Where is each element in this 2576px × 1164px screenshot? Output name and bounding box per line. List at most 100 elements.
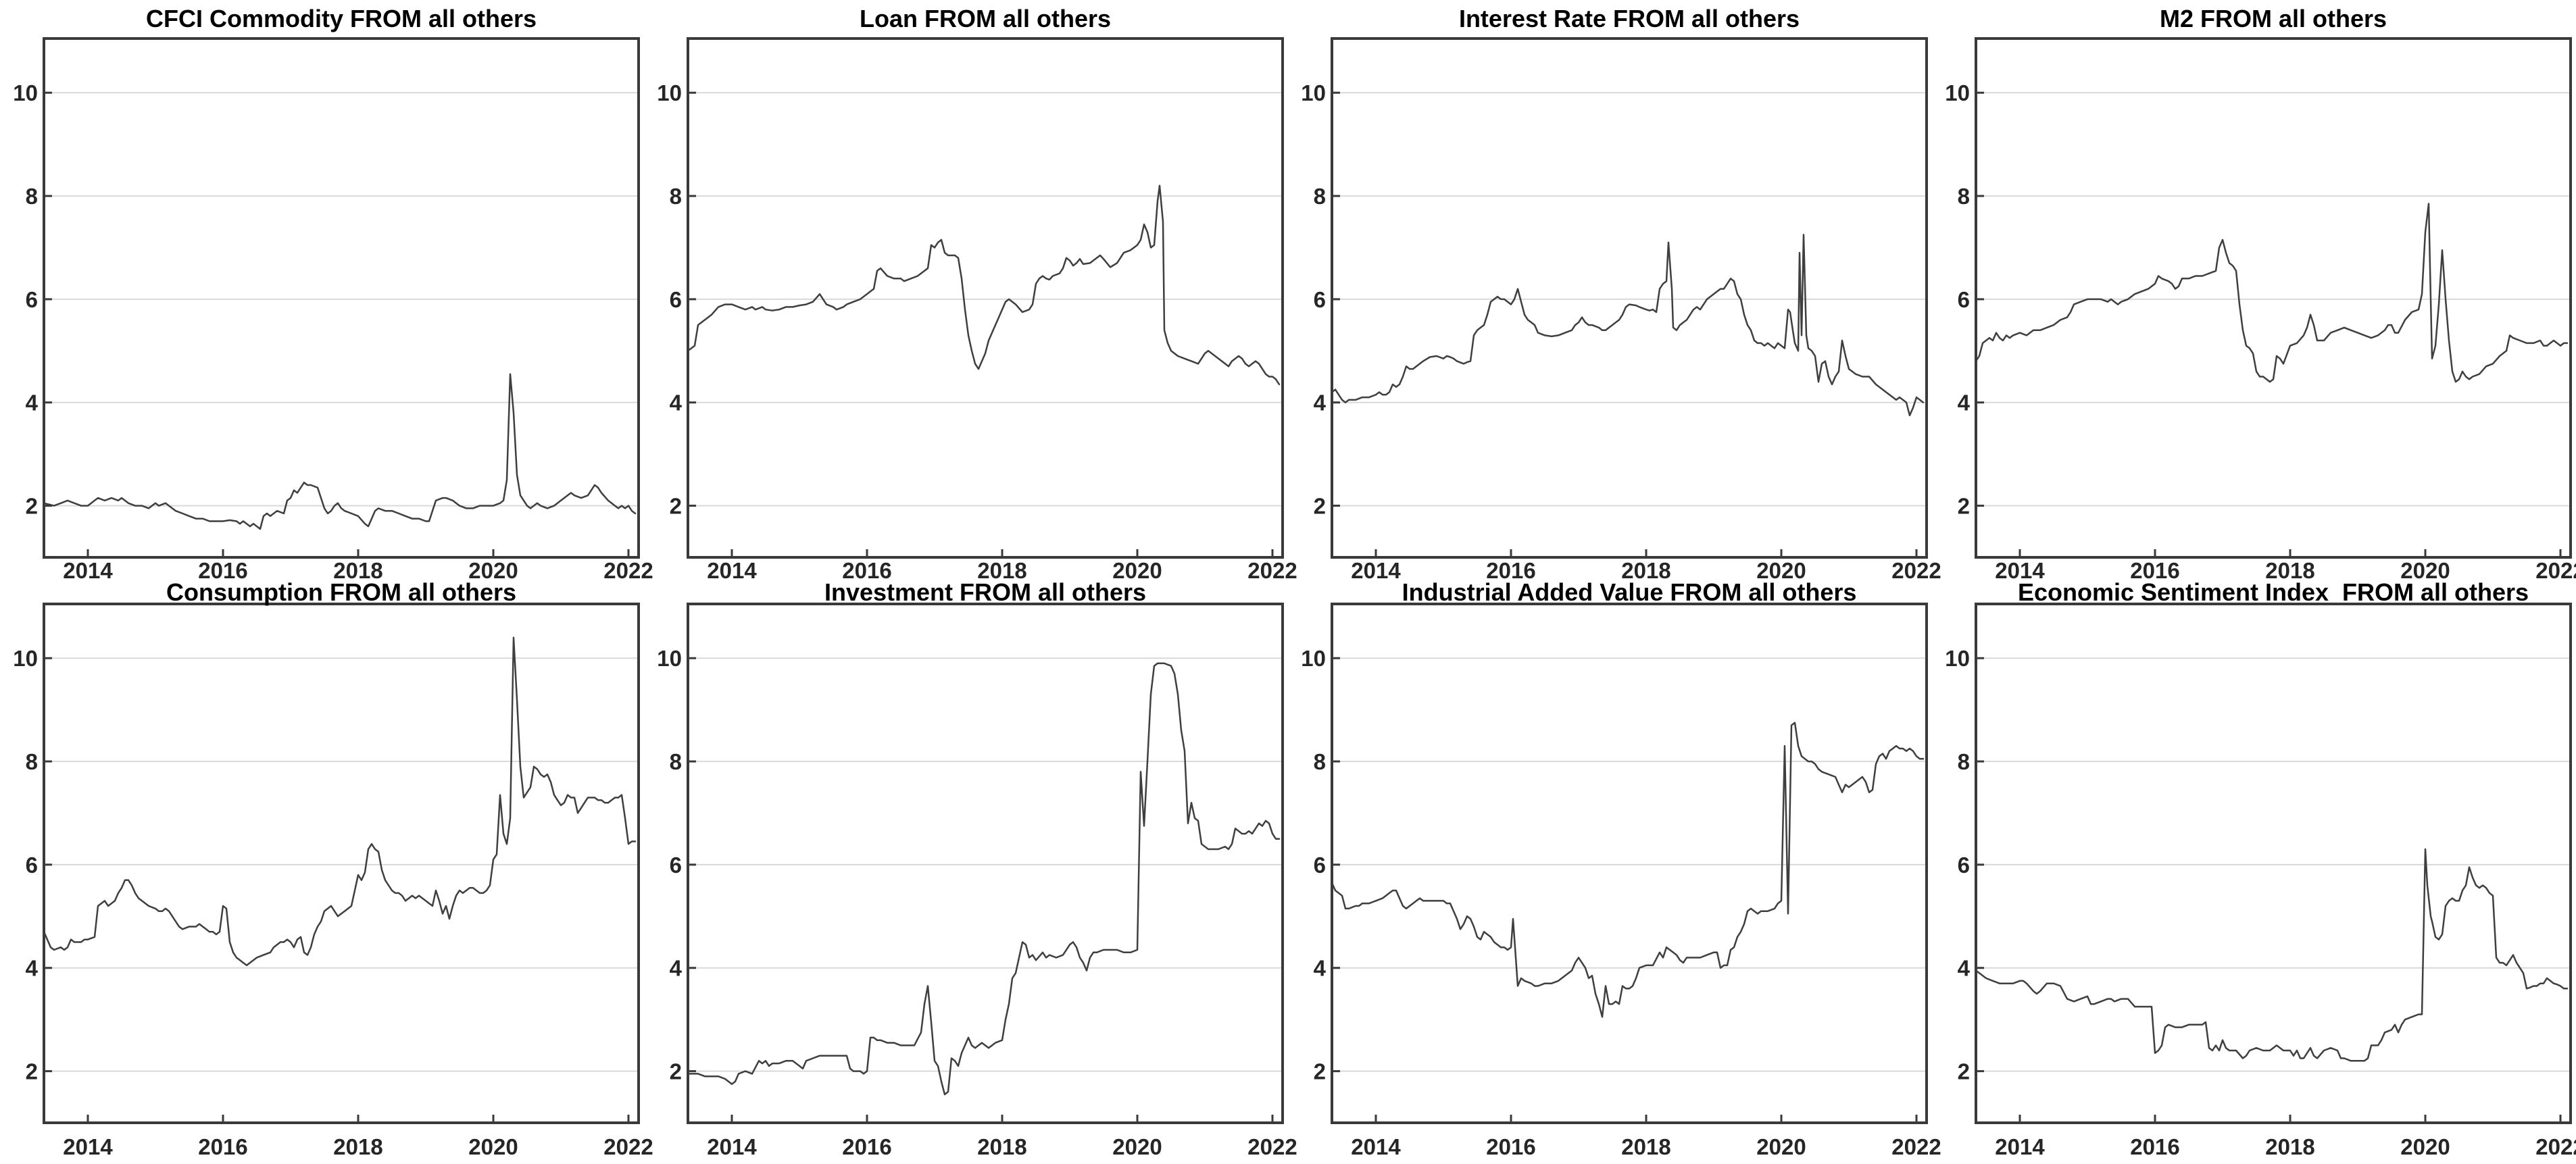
y-tick-label: 2 <box>1958 1059 1970 1084</box>
x-tick-label: 2022 <box>1891 1134 1941 1159</box>
y-tick-label: 10 <box>1945 80 1970 105</box>
plot-border <box>43 603 640 1124</box>
plot-border <box>1331 603 1928 1124</box>
y-tick-label: 6 <box>26 853 38 878</box>
x-tick-label: 2020 <box>1112 1134 1162 1159</box>
chart-panel-loan: 2 4 6 8 10 2014 2016 2018 2020 2022 Loan FROM all … <box>644 0 1297 583</box>
x-tick-label: 2022 <box>1247 1134 1297 1159</box>
chart-title: CFCI Commodity FROM all others <box>146 5 537 32</box>
plot-border <box>687 603 1284 1124</box>
y-tick-label: 2 <box>26 1059 38 1084</box>
chart-svg: 2 4 6 8 10 2014 2016 2018 2020 2022 Interest Rate … <box>1301 5 1941 583</box>
x-tick-label: 2018 <box>2265 1134 2314 1159</box>
x-tick-label: 2018 <box>333 558 382 583</box>
y-tick-label: 8 <box>26 184 38 209</box>
plot-border <box>1975 37 2572 559</box>
chart-svg: 2 4 6 8 10 2014 2016 2018 2020 2022 Industrial Add… <box>1301 578 1941 1159</box>
series-line <box>687 184 1281 386</box>
y-tick-label: 8 <box>670 749 682 774</box>
y-tick-label: 4 <box>670 390 683 415</box>
x-tick-label: 2014 <box>1351 1134 1401 1159</box>
x-tick-label: 2020 <box>1112 558 1162 583</box>
y-tick-label: 6 <box>1314 853 1326 878</box>
y-tick-label: 2 <box>670 494 682 519</box>
x-tick-label: 2022 <box>2535 1134 2576 1159</box>
y-tick-label: 6 <box>1314 287 1326 312</box>
series-line <box>1331 722 1925 1018</box>
x-tick-label: 2016 <box>1486 558 1535 583</box>
plot-border <box>1331 37 1928 559</box>
x-tick-label: 2018 <box>977 558 1026 583</box>
y-tick-label: 10 <box>13 646 38 671</box>
x-tick-label: 2018 <box>333 1134 382 1159</box>
x-tick-label: 2014 <box>63 558 113 583</box>
chart-svg: 2 4 6 8 10 2014 2016 2018 2020 2022 Consumption FR… <box>13 578 653 1159</box>
plot-border <box>43 37 640 559</box>
y-tick-label: 6 <box>1958 287 1970 312</box>
x-tick-label: 2014 <box>63 1134 113 1159</box>
x-tick-label: 2014 <box>1995 1134 2045 1159</box>
x-tick-label: 2018 <box>2265 558 2314 583</box>
y-tick-label: 6 <box>670 287 682 312</box>
plot-border <box>687 37 1284 559</box>
x-tick-label: 2018 <box>1621 558 1670 583</box>
y-tick-label: 10 <box>1945 646 1970 671</box>
x-tick-label: 2020 <box>2400 558 2450 583</box>
y-tick-label: 4 <box>670 956 683 981</box>
chart-svg: 2 4 6 8 10 2014 2016 2018 2020 2022 Economic Senti… <box>1945 578 2576 1159</box>
x-tick-label: 2020 <box>468 1134 518 1159</box>
x-tick-label: 2014 <box>707 1134 757 1159</box>
chart-title: Interest Rate FROM all others <box>1459 5 1800 32</box>
y-tick-label: 2 <box>1958 494 1970 519</box>
x-tick-label: 2014 <box>1351 558 1401 583</box>
x-tick-label: 2020 <box>1756 1134 1806 1159</box>
y-tick-label: 4 <box>1958 390 1971 415</box>
chart-svg: 2 4 6 8 10 2014 2016 2018 2020 2022 M2 FROM all ot… <box>1945 5 2576 583</box>
x-tick-label: 2022 <box>1247 558 1297 583</box>
x-tick-label: 2016 <box>842 1134 891 1159</box>
chart-title: Economic Sentiment Index FROM all others <box>2018 578 2529 606</box>
y-tick-label: 8 <box>670 184 682 209</box>
chart-svg: 2 4 6 8 10 2014 2016 2018 2020 2022 Investment FRO… <box>657 578 1297 1159</box>
x-tick-label: 2016 <box>2130 1134 2179 1159</box>
chart-svg: 2 4 6 8 10 2014 2016 2018 2020 2022 CFCI Commodity… <box>13 5 653 583</box>
x-tick-label: 2020 <box>2400 1134 2450 1159</box>
y-tick-label: 2 <box>1314 1059 1326 1084</box>
y-tick-label: 10 <box>657 80 682 105</box>
y-tick-label: 8 <box>1314 184 1326 209</box>
chart-panel-interest-rate: 2 4 6 8 10 2014 2016 2018 2020 2022 Interest Rate … <box>1288 0 1941 583</box>
chart-panel-industrial-added-value: 2 4 6 8 10 2014 2016 2018 2020 2022 Industrial Add… <box>1288 578 1941 1164</box>
chart-panel-consumption: 2 4 6 8 10 2014 2016 2018 2020 2022 Consumption FR… <box>0 578 653 1164</box>
y-tick-label: 6 <box>1958 853 1970 878</box>
x-tick-label: 2018 <box>977 1134 1026 1159</box>
y-tick-label: 4 <box>1958 956 1971 981</box>
x-tick-label: 2020 <box>468 558 518 583</box>
y-tick-label: 4 <box>1314 390 1327 415</box>
x-tick-label: 2022 <box>1891 558 1941 583</box>
x-tick-label: 2018 <box>1621 1134 1670 1159</box>
chart-title: Consumption FROM all others <box>166 578 516 606</box>
y-tick-label: 10 <box>1301 80 1326 105</box>
plot-border <box>1975 603 2572 1124</box>
x-tick-label: 2022 <box>603 1134 653 1159</box>
y-tick-label: 4 <box>26 390 39 415</box>
y-tick-label: 2 <box>1314 494 1326 519</box>
x-tick-label: 2016 <box>1486 1134 1535 1159</box>
chart-title: M2 FROM all others <box>2160 5 2387 32</box>
chart-title: Industrial Added Value FROM all others <box>1402 578 1857 606</box>
x-tick-label: 2016 <box>198 1134 247 1159</box>
series-line <box>43 373 637 530</box>
y-tick-label: 6 <box>26 287 38 312</box>
y-tick-label: 4 <box>1314 956 1327 981</box>
y-tick-label: 10 <box>657 646 682 671</box>
y-tick-label: 8 <box>1958 749 1970 774</box>
chart-panel-cfci-commodity: 2 4 6 8 10 2014 2016 2018 2020 2022 CFCI Commodity… <box>0 0 653 583</box>
y-tick-label: 10 <box>1301 646 1326 671</box>
y-tick-label: 2 <box>26 494 38 519</box>
x-tick-label: 2016 <box>2130 558 2179 583</box>
chart-panel-m2: 2 4 6 8 10 2014 2016 2018 2020 2022 M2 FROM all ot… <box>1932 0 2576 583</box>
x-tick-label: 2014 <box>707 558 757 583</box>
chart-svg: 2 4 6 8 10 2014 2016 2018 2020 2022 Loan FROM all … <box>657 5 1297 583</box>
series-line <box>1975 848 2569 1062</box>
